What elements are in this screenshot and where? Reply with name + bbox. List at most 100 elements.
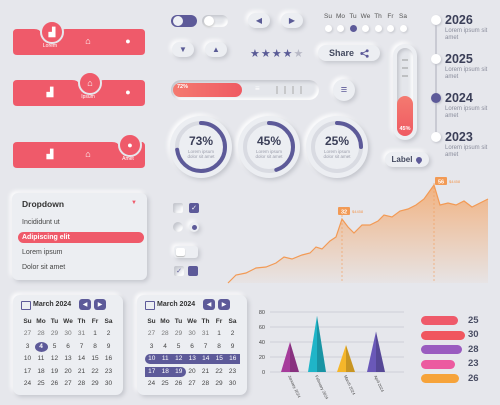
calendar-day[interactable]: 27 xyxy=(188,380,196,387)
calendar-day[interactable]: 25 xyxy=(161,380,169,387)
dropdown[interactable]: Dropdown ▼ Incididunt ut Adipiscing elit L… xyxy=(12,193,147,280)
tab-item-user[interactable]: ● xyxy=(118,31,138,51)
calendar-next-button[interactable]: ▶ xyxy=(94,299,106,310)
calendar-day[interactable]: 16 xyxy=(104,355,113,362)
calendar-day[interactable]: 14 xyxy=(77,355,86,362)
calendar-day[interactable]: 22 xyxy=(215,367,223,375)
calendar-day[interactable]: 2 xyxy=(230,330,235,337)
calendar-prev-button[interactable]: ◀ xyxy=(203,299,215,310)
calendar-day[interactable]: 12 xyxy=(50,355,59,362)
calendar-day[interactable]: 23 xyxy=(104,367,113,375)
weekday-dot[interactable] xyxy=(324,25,332,32)
calendar-day[interactable]: 13 xyxy=(185,354,199,364)
tab-item-chart[interactable]: ▟ xyxy=(40,82,60,102)
calendar-next-button[interactable]: ▶ xyxy=(218,299,230,310)
dropdown-option[interactable]: Lorem ipsum xyxy=(22,249,63,256)
calendar-day[interactable]: 16 xyxy=(226,354,240,364)
calendar-day[interactable]: 29 xyxy=(174,330,183,337)
calendar-day[interactable]: 9 xyxy=(230,342,235,350)
menu-button[interactable]: ≡ xyxy=(333,79,355,101)
calendar-day[interactable]: 7 xyxy=(203,342,208,350)
weekday-dot[interactable] xyxy=(362,25,369,32)
calendar-day[interactable]: 27 xyxy=(64,380,72,387)
calendar-day[interactable]: 15 xyxy=(91,355,99,362)
weekday-dot[interactable] xyxy=(399,25,407,32)
calendar-day[interactable]: 3 xyxy=(25,342,30,350)
calendar-day[interactable]: 28 xyxy=(161,330,169,337)
calendar-day[interactable]: 31 xyxy=(201,330,210,337)
tab-item-chart[interactable]: ▟ xyxy=(40,20,64,44)
calendar-day[interactable]: 27 xyxy=(23,330,32,337)
star-icon[interactable]: ★ xyxy=(271,48,282,60)
radio-selected[interactable] xyxy=(189,222,199,232)
star-icon[interactable]: ★ xyxy=(260,48,271,60)
weekday-dot[interactable] xyxy=(387,25,394,32)
calendar-day[interactable]: 6 xyxy=(190,342,194,350)
calendar-day[interactable]: 18 xyxy=(37,367,45,375)
calendar-day[interactable]: 11 xyxy=(158,354,172,364)
calendar-day[interactable]: 21 xyxy=(77,367,86,375)
calendar-day[interactable]: 24 xyxy=(147,380,156,387)
calendar-day[interactable]: 8 xyxy=(93,342,97,350)
calendar-day[interactable]: 29 xyxy=(50,330,59,337)
calendar-single-select[interactable]: March 2024 ◀ ▶ Su Mo Tu We Th Fr Sa 27 28 29 30 31 1 2 3 4… xyxy=(13,295,123,395)
star-icon[interactable]: ★ xyxy=(250,48,260,60)
calendar-day[interactable]: 20 xyxy=(64,367,72,375)
calendar-day[interactable]: 6 xyxy=(66,342,70,350)
calendar-day[interactable]: 28 xyxy=(201,380,210,387)
calendar-day[interactable]: 5 xyxy=(176,342,181,350)
calendar-day[interactable]: 17 xyxy=(145,366,159,377)
calendar-day[interactable]: 18 xyxy=(158,366,172,377)
arrow-right-button[interactable]: ▶ xyxy=(281,13,303,28)
calendar-day[interactable]: 21 xyxy=(201,367,210,375)
calendar-day[interactable]: 23 xyxy=(228,367,237,375)
calendar-day[interactable]: 27 xyxy=(147,330,156,337)
star-rating[interactable]: ★★★★★ xyxy=(250,44,304,62)
dropdown-option[interactable]: Dolor sit amet xyxy=(22,264,66,271)
calendar-day[interactable]: 5 xyxy=(52,342,57,350)
timeline-node[interactable] xyxy=(431,15,441,25)
progress-bar[interactable]: 72% ≡ xyxy=(171,80,319,100)
calendar-day[interactable]: 1 xyxy=(217,330,221,337)
tab-item-chart[interactable]: ▟ xyxy=(40,144,60,164)
weekday-dot[interactable] xyxy=(349,25,357,32)
dropdown-header[interactable]: Dropdown ▼ xyxy=(16,196,143,210)
calendar-day[interactable]: 17 xyxy=(23,367,32,375)
calendar-day[interactable]: 20 xyxy=(188,367,196,375)
calendar-day[interactable]: 29 xyxy=(215,380,223,387)
calendar-day[interactable]: 13 xyxy=(64,355,72,362)
calendar-day[interactable]: 31 xyxy=(77,330,86,337)
calendar-day[interactable]: 19 xyxy=(50,367,59,375)
checkbox-filled[interactable] xyxy=(188,266,198,276)
toggle-off[interactable] xyxy=(202,15,228,27)
calendar-day[interactable]: 28 xyxy=(37,330,45,337)
calendar-day[interactable]: 11 xyxy=(37,355,45,362)
toggle-on[interactable] xyxy=(171,15,197,27)
calendar-day[interactable]: 9 xyxy=(106,342,111,350)
share-button[interactable]: Share xyxy=(318,45,380,61)
calendar-day[interactable]: 12 xyxy=(172,354,186,364)
calendar-day[interactable]: 30 xyxy=(188,330,196,337)
calendar-day[interactable]: 4 xyxy=(34,341,48,352)
calendar-day[interactable]: 10 xyxy=(145,354,159,364)
arrow-down-button[interactable]: ▼ xyxy=(172,42,194,57)
calendar-day[interactable]: 22 xyxy=(91,367,99,375)
calendar-day[interactable]: 28 xyxy=(77,380,86,387)
calendar-day[interactable]: 26 xyxy=(174,380,183,387)
calendar-day[interactable]: 10 xyxy=(23,355,32,362)
tab-item-home[interactable]: ⌂ xyxy=(78,71,102,95)
calendar-day[interactable]: 7 xyxy=(79,342,84,350)
checkbox-checked[interactable]: ✓ xyxy=(189,203,199,213)
weekday-dot[interactable] xyxy=(337,25,344,32)
calendar-day[interactable]: 14 xyxy=(199,354,213,364)
star-icon[interactable]: ★ xyxy=(282,48,293,60)
location-label-chip[interactable]: Label xyxy=(385,152,429,167)
calendar-day[interactable]: 30 xyxy=(64,330,72,337)
calendar-day[interactable]: 3 xyxy=(149,342,154,350)
toggle-square-off[interactable] xyxy=(174,246,198,258)
timeline-node[interactable] xyxy=(431,93,441,103)
radio-unselected[interactable] xyxy=(173,222,183,232)
calendar-day[interactable]: 1 xyxy=(93,330,97,337)
dropdown-option[interactable]: Adipiscing elit xyxy=(18,232,144,243)
calendar-day[interactable]: 4 xyxy=(163,342,167,350)
